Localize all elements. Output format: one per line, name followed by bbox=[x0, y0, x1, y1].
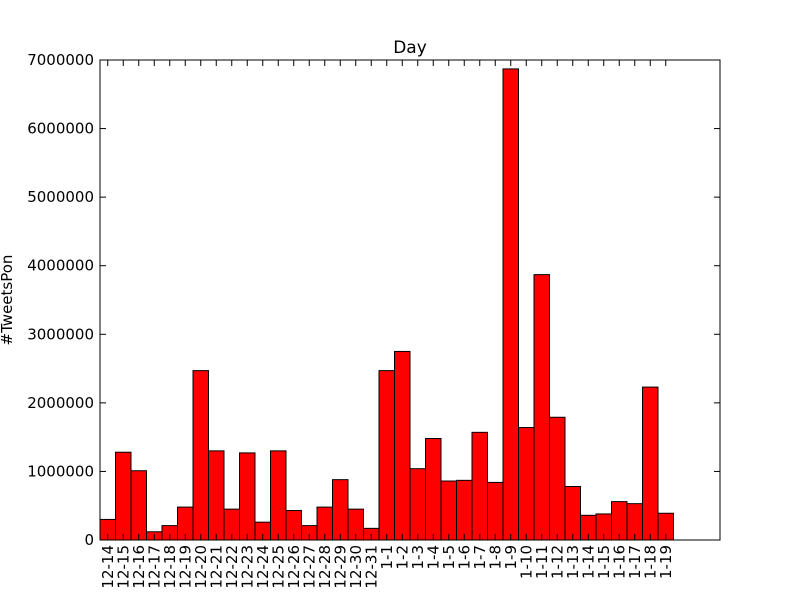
x-tick-label: 1-9 bbox=[502, 545, 520, 570]
x-tick-label: 1-16 bbox=[610, 545, 628, 579]
x-tick-label: 12-29 bbox=[331, 545, 349, 589]
y-tick-label: 1000000 bbox=[27, 462, 94, 480]
x-tick-label: 12-28 bbox=[316, 545, 334, 589]
x-tick-label: 12-25 bbox=[269, 545, 287, 589]
y-tick-label: 2000000 bbox=[27, 394, 94, 412]
x-tick-label: 1-18 bbox=[641, 545, 659, 579]
bar-1-8 bbox=[487, 481, 504, 541]
bar-1-6 bbox=[456, 479, 473, 541]
x-tick-label: 12-18 bbox=[161, 545, 179, 589]
x-tick-label: 12-22 bbox=[223, 545, 241, 589]
x-tick-label: 12-30 bbox=[347, 545, 365, 589]
x-axis: 12-1412-1512-1612-1712-1812-1912-2012-21… bbox=[99, 60, 675, 589]
bar-12-16 bbox=[130, 470, 147, 541]
bar-1-2 bbox=[394, 350, 411, 541]
x-tick-label: 12-26 bbox=[285, 545, 303, 589]
plot-frame bbox=[99, 59, 721, 541]
x-tick-label: 1-6 bbox=[455, 545, 473, 570]
bar-12-20 bbox=[192, 370, 209, 541]
x-tick-label: 1-12 bbox=[548, 545, 566, 579]
x-tick-label: 12-16 bbox=[130, 545, 148, 589]
x-tick-label: 12-24 bbox=[254, 545, 272, 589]
x-tick-label: 1-3 bbox=[409, 545, 427, 570]
y-tick-label: 0 bbox=[84, 531, 94, 549]
x-tick-label: 1-1 bbox=[378, 545, 396, 570]
bar-12-21 bbox=[208, 450, 225, 541]
x-tick-label: 12-19 bbox=[176, 545, 194, 589]
x-tick-label: 1-14 bbox=[579, 545, 597, 579]
x-tick-label: 1-13 bbox=[564, 545, 582, 579]
bars-group bbox=[99, 68, 674, 541]
x-tick-label: 12-14 bbox=[99, 545, 117, 589]
x-tick-label: 12-20 bbox=[192, 545, 210, 589]
bar-1-3 bbox=[409, 468, 426, 541]
x-tick-label: 12-31 bbox=[362, 545, 380, 589]
x-tick-label: 1-19 bbox=[657, 545, 675, 579]
bar-1-10 bbox=[518, 427, 535, 541]
y-tick-label: 4000000 bbox=[27, 257, 94, 275]
bar-1-13 bbox=[564, 486, 581, 541]
y-axis-label: #TweetsPon bbox=[0, 255, 16, 346]
x-tick-label: 1-11 bbox=[533, 545, 551, 579]
bar-1-7 bbox=[471, 431, 488, 541]
x-tick-label: 1-10 bbox=[517, 545, 535, 579]
x-tick-label: 12-23 bbox=[238, 545, 256, 589]
chart-title: Day bbox=[393, 38, 427, 58]
bar-1-5 bbox=[440, 480, 457, 541]
x-tick-label: 1-4 bbox=[424, 545, 442, 570]
y-tick-label: 6000000 bbox=[27, 120, 94, 138]
x-tick-label: 1-17 bbox=[626, 545, 644, 579]
x-tick-label: 1-7 bbox=[471, 545, 489, 570]
x-tick-label: 12-21 bbox=[207, 545, 225, 589]
bar-12-23 bbox=[239, 452, 256, 541]
x-tick-label: 12-15 bbox=[114, 545, 132, 589]
bar-12-25 bbox=[270, 450, 287, 541]
y-tick-label: 5000000 bbox=[27, 188, 94, 206]
bar-1-12 bbox=[549, 416, 566, 541]
y-tick-label: 3000000 bbox=[27, 325, 94, 343]
y-axis: 0 1000000 2000000 3000000 4000000 5000000 6000… bbox=[27, 51, 720, 549]
bar-12-15 bbox=[115, 451, 132, 541]
bar-12-29 bbox=[332, 479, 349, 541]
bar-1-1 bbox=[378, 370, 395, 541]
x-tick-label: 1-2 bbox=[393, 545, 411, 570]
x-tick-label: 12-27 bbox=[300, 545, 318, 589]
y-tick-label: 7000000 bbox=[27, 51, 94, 69]
bar-1-9 bbox=[502, 68, 519, 541]
bar-1-18 bbox=[642, 386, 659, 541]
x-tick-label: 1-5 bbox=[440, 545, 458, 570]
x-tick-label: 1-8 bbox=[486, 545, 504, 570]
x-tick-label: 12-17 bbox=[145, 545, 163, 589]
bar-1-4 bbox=[425, 438, 442, 541]
bar-1-11 bbox=[533, 274, 550, 541]
x-tick-label: 1-15 bbox=[595, 545, 613, 579]
